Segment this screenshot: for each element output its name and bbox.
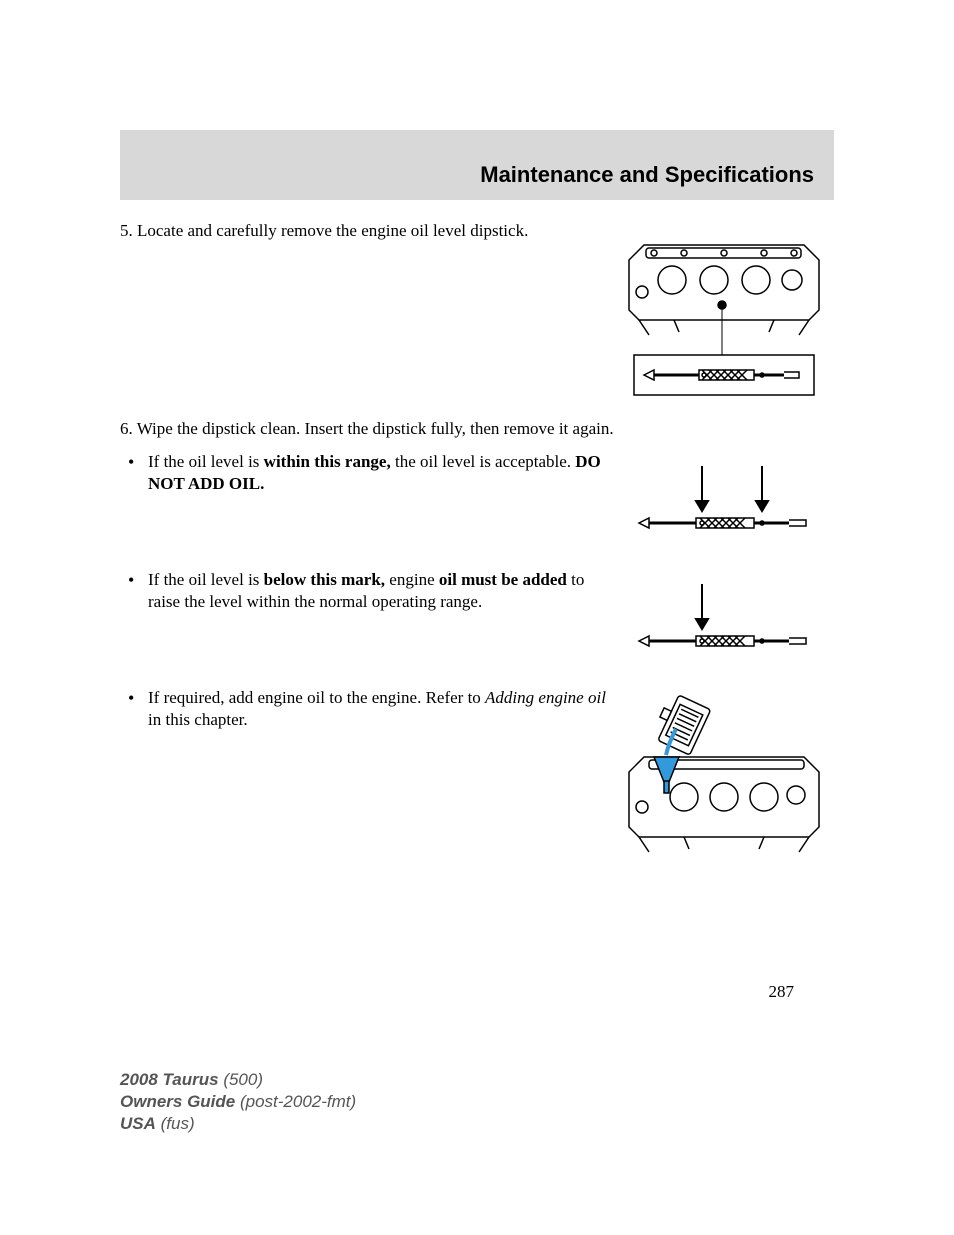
- footer-line-1: 2008 Taurus (500): [120, 1069, 356, 1091]
- step-5-row: 5. Locate and carefully remove the engin…: [120, 220, 834, 410]
- bullet-2-text: If the oil level is below this mark, eng…: [120, 569, 614, 612]
- dipstick-range-diagram: [614, 451, 834, 551]
- b1-bold1: within this range,: [264, 452, 391, 471]
- section-title: Maintenance and Specifications: [480, 162, 814, 188]
- b2-bold1: below this mark,: [264, 570, 385, 589]
- b1-mid: the oil level is acceptable.: [391, 452, 576, 471]
- footer: 2008 Taurus (500) Owners Guide (post-200…: [120, 1069, 356, 1135]
- bullet-1-row: If the oil level is within this range, t…: [120, 451, 834, 551]
- footer-1-bold: 2008 Taurus: [120, 1070, 219, 1089]
- step-6-text: 6. Wipe the dipstick clean. Insert the d…: [120, 418, 834, 439]
- bullet-3-row: If required, add engine oil to the engin…: [120, 687, 834, 862]
- footer-2-rest: (post-2002-fmt): [235, 1092, 356, 1111]
- footer-1-rest: (500): [219, 1070, 263, 1089]
- footer-3-rest: (fus): [156, 1114, 195, 1133]
- engine-dipstick-diagram: [614, 220, 834, 410]
- step-5-text: 5. Locate and carefully remove the engin…: [120, 220, 614, 241]
- b2-mid1: engine: [385, 570, 439, 589]
- b1-prefix: If the oil level is: [148, 452, 264, 471]
- footer-line-3: USA (fus): [120, 1113, 356, 1135]
- dipstick-below-diagram: [614, 569, 834, 669]
- bullet-3-text: If required, add engine oil to the engin…: [120, 687, 614, 730]
- b3-prefix: If required, add engine oil to the engin…: [148, 688, 485, 707]
- b2-prefix: If the oil level is: [148, 570, 264, 589]
- footer-2-bold: Owners Guide: [120, 1092, 235, 1111]
- b3-suffix: in this chapter.: [148, 710, 248, 729]
- engine-oil-pour-diagram: [614, 687, 834, 862]
- page-number: 287: [120, 982, 834, 1002]
- b3-italic: Adding engine oil: [485, 688, 606, 707]
- bullet-1-text: If the oil level is within this range, t…: [120, 451, 614, 494]
- footer-3-bold: USA: [120, 1114, 156, 1133]
- footer-line-2: Owners Guide (post-2002-fmt): [120, 1091, 356, 1113]
- section-header: Maintenance and Specifications: [120, 130, 834, 200]
- b2-bold2: oil must be added: [439, 570, 567, 589]
- dipstick-one-arrow-svg: [624, 579, 824, 659]
- engine-oil-pour-svg: [624, 687, 824, 862]
- page-container: Maintenance and Specifications 5. Locate…: [0, 0, 954, 1002]
- engine-dipstick-svg: [624, 220, 824, 410]
- dipstick-two-arrow-svg: [624, 461, 824, 541]
- bullet-2-row: If the oil level is below this mark, eng…: [120, 569, 834, 669]
